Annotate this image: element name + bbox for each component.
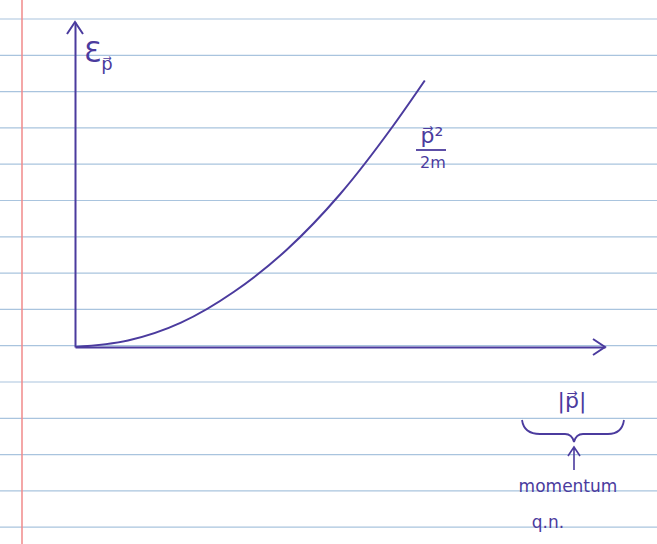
brace: [522, 420, 624, 442]
paper-rule: [0, 236, 657, 237]
plot-area: [75, 81, 425, 348]
paper-rule: [0, 91, 657, 92]
paper-rule: [0, 273, 657, 274]
curve: [75, 81, 425, 348]
paper-rule: [0, 454, 657, 455]
axis-line: [75, 23, 77, 348]
paper-rule: [0, 381, 657, 382]
arrowhead: [67, 22, 83, 34]
paper-rule: [0, 200, 657, 201]
axis-line: [76, 347, 606, 349]
y-axis: [75, 23, 76, 348]
paper-rule: [0, 309, 657, 310]
chart: Ɛp⃗ |p⃗| p⃗² 2m momentum q.n.: [0, 0, 657, 544]
arrowhead: [593, 339, 605, 355]
pointer-arrow: [568, 447, 580, 470]
annotation: momentum: [519, 476, 618, 496]
background: [0, 0, 657, 544]
fraction-bar: [416, 149, 446, 151]
paper-rule: [0, 18, 657, 19]
x-axis-title: |p⃗|: [558, 388, 587, 414]
y-axis-title: Ɛp⃗: [84, 36, 113, 74]
paper-rule: [0, 418, 657, 419]
paper-rule: [0, 164, 657, 165]
x-axis: [76, 347, 606, 348]
paper-rule: [0, 127, 657, 128]
annotation: q.n.: [532, 512, 564, 532]
curve-label: 2m: [420, 153, 446, 172]
paper: [0, 0, 657, 544]
paper-margin: [21, 0, 23, 544]
curve-label: p⃗²: [421, 123, 444, 148]
